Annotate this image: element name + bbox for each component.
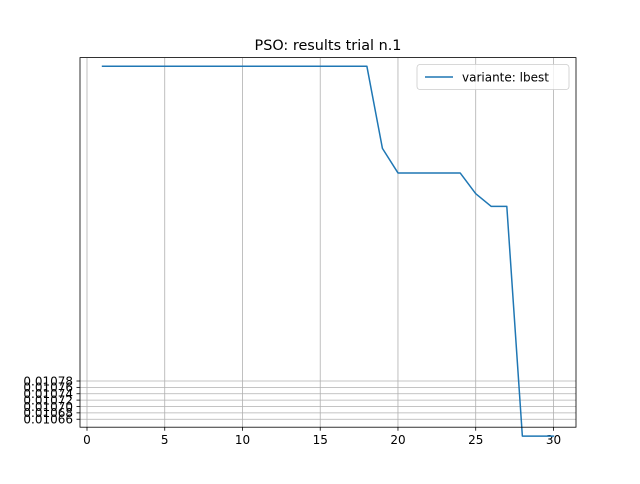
x-tick-label: 10 [235,433,250,447]
series-line [101,65,555,437]
legend-label: variante: lbest [462,71,549,85]
x-tick-label: 0 [83,433,91,447]
legend-box [416,64,570,90]
x-tick-label: 20 [390,433,405,447]
y-tick-label: 0.01074 [23,387,73,401]
x-tick-label: 25 [468,433,483,447]
y-tick-label: 0.01076 [23,381,73,395]
y-tick-label: 0.01068 [23,406,73,420]
x-tick-label: 5 [161,433,169,447]
y-tick-label: 0.01078 [23,374,73,388]
x-tick-label: 30 [546,433,561,447]
axis-ticks: 0 5 10 15 20 25 30 0.010660.010680.010700.01072… [23,374,561,447]
series-layer [101,65,555,437]
x-tick-label: 15 [313,433,328,447]
y-tick-label: 0.01070 [23,400,73,414]
y-tick-label: 0.01066 [23,413,73,427]
y-tick-label: 0.01072 [23,393,73,407]
grid-lines [80,57,576,428]
plot-frame [79,57,577,428]
legend: variante: lbest [416,64,570,90]
chart-title: PSO: results trial n.1 [255,38,402,54]
